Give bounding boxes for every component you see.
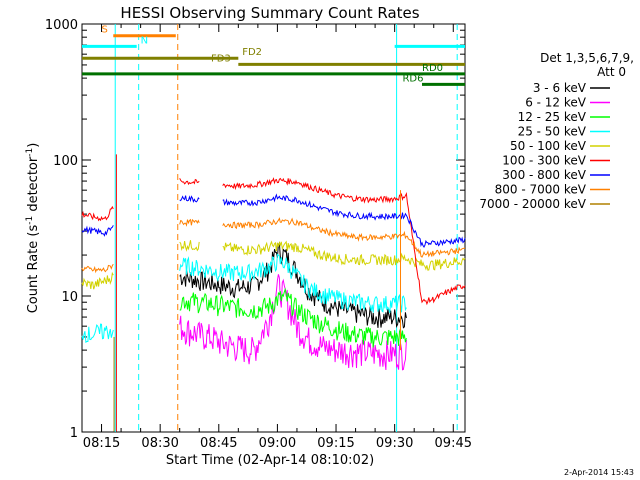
x-tick-label: 09:15 — [317, 436, 354, 451]
series-line — [222, 217, 466, 258]
x-tick-labels: 08:15 08:30 08:45 09:00 09:15 09:30 09:45 — [83, 436, 472, 451]
flag-label: FD3 — [211, 53, 231, 64]
legend-label: 100 - 300 keV — [502, 154, 586, 168]
legend-label: 300 - 800 keV — [502, 168, 586, 182]
y-axis-label-mid: detector — [26, 156, 41, 216]
legend-label: 800 - 7000 keV — [495, 183, 587, 197]
flag-label: S — [102, 25, 108, 36]
timestamp: 2-Apr-2014 15:43 — [564, 468, 634, 477]
y-tick-label: 10 — [61, 290, 78, 305]
series-line-early-cyan — [81, 323, 114, 344]
y-tick-label: 100 — [53, 154, 78, 169]
series-line — [222, 240, 466, 271]
flag-label: RD0 — [422, 63, 443, 74]
series-line — [179, 287, 407, 348]
legend-label: 7000 - 20000 keV — [479, 197, 586, 211]
series-line — [179, 240, 200, 252]
legend-label: 50 - 100 keV — [510, 139, 587, 153]
legend-label: 3 - 6 keV — [533, 81, 587, 95]
legend-header-line1: Det 1,3,5,6,7,9, — [540, 51, 634, 65]
plot-frame — [81, 23, 466, 433]
x-axis-label: Start Time (02-Apr-14 08:10:02) — [166, 453, 374, 468]
x-tick-label: 08:30 — [141, 436, 178, 451]
series-line — [179, 195, 200, 204]
series-line — [81, 263, 114, 274]
legend-header-line2: Att 0 — [597, 65, 626, 79]
x-tick-label: 09:30 — [376, 436, 413, 451]
y-axis-label: Count Rate (s-1 detector-1) — [25, 143, 41, 314]
y-axis-label-end: ) — [26, 143, 41, 148]
x-tick-label: 09:45 — [435, 436, 472, 451]
series-line — [222, 193, 466, 248]
y-axis-label-sup2: -1 — [25, 148, 35, 157]
x-tick-label: 08:45 — [200, 436, 237, 451]
series-line — [81, 271, 114, 290]
legend-label: 12 - 25 keV — [518, 110, 587, 124]
series-line — [179, 178, 200, 186]
y-axis-label-sup1: -1 — [25, 216, 35, 225]
series-line — [179, 253, 407, 314]
legend-label: 6 - 12 keV — [525, 96, 587, 110]
data-series — [81, 154, 466, 432]
x-tick-label: 09:00 — [259, 436, 296, 451]
chart-title: HESSI Observing Summary Count Rates — [120, 4, 419, 22]
series-line — [179, 218, 200, 227]
series-line — [81, 225, 114, 237]
series-line — [81, 205, 114, 222]
series-line — [222, 177, 466, 306]
flag-label: FD2 — [242, 47, 262, 58]
x-tick-label: 08:15 — [83, 436, 120, 451]
y-axis-label-text: Count Rate (s — [26, 225, 41, 314]
axis-ticks — [81, 24, 465, 433]
y-tick-label: 1000 — [45, 18, 78, 33]
y-tick-labels: 1 10 100 1000 — [45, 18, 78, 441]
y-tick-label: 1 — [70, 426, 78, 441]
flag-label: RD6 — [402, 73, 423, 84]
legend-label: 25 - 50 keV — [518, 125, 587, 139]
flag-label: N — [141, 35, 148, 46]
event-markers — [114, 24, 458, 432]
series-line — [179, 274, 407, 371]
